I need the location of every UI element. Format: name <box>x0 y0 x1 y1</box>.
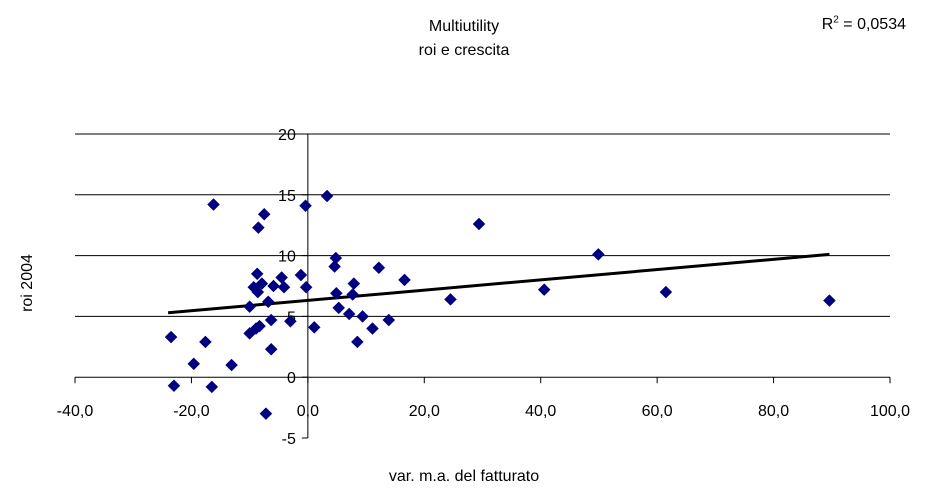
data-point <box>264 342 278 356</box>
x-tick-label: -20,0 <box>173 403 210 420</box>
data-point <box>294 268 308 282</box>
y-tick-label: 10 <box>278 249 296 266</box>
data-point <box>255 277 269 290</box>
x-tick-label: 20,0 <box>409 403 440 420</box>
x-tick-label: 0,0 <box>297 403 319 420</box>
data-point <box>259 407 273 421</box>
data-point <box>329 251 343 265</box>
y-axis-label: roi 2004 <box>19 254 36 312</box>
x-tick-label: 60,0 <box>642 403 673 420</box>
data-point <box>372 261 386 275</box>
data-point <box>253 319 266 333</box>
data-point <box>444 293 457 306</box>
tick-labels: -40,0-20,00,020,040,060,080,0100,0-50510… <box>57 127 910 448</box>
data-point <box>350 335 364 349</box>
data-point <box>187 357 201 371</box>
data-point <box>382 313 396 327</box>
data-point <box>199 335 212 349</box>
data-point <box>225 358 238 372</box>
data-point <box>252 221 265 234</box>
data-point <box>342 307 356 321</box>
data-point <box>250 267 264 281</box>
data-point <box>261 295 275 309</box>
data-point <box>346 288 360 301</box>
data-point <box>205 380 219 394</box>
r-squared-superscript: 2 <box>833 14 839 26</box>
data-point <box>356 310 369 323</box>
data-point <box>207 198 220 211</box>
data-point <box>332 301 346 315</box>
data-point <box>284 314 297 328</box>
x-axis-label: var. m.a. del fatturato <box>388 468 540 485</box>
trendline-group <box>168 252 830 315</box>
x-tick-label: 80,0 <box>758 403 789 420</box>
data-point <box>264 313 278 327</box>
data-point <box>299 199 312 213</box>
y-tick-label: 0 <box>287 370 296 387</box>
chart-subtitle: roi e crescita <box>418 42 510 59</box>
x-tick-label: -40,0 <box>57 403 94 420</box>
data-point <box>320 189 334 203</box>
r-squared-label: R2 = 0,0534 <box>821 14 906 34</box>
data-point <box>591 248 605 261</box>
data-point <box>307 320 321 334</box>
x-tick-label: 40,0 <box>525 403 556 420</box>
data-point <box>659 285 673 299</box>
data-point <box>398 273 411 287</box>
data-point <box>823 294 836 307</box>
data-point <box>251 285 265 299</box>
chart-title: Multiutility <box>428 18 500 35</box>
grid-lines <box>75 133 890 317</box>
y-tick-label: -5 <box>282 431 296 448</box>
trendline <box>168 252 830 315</box>
data-point <box>330 286 343 300</box>
data-point <box>267 279 280 293</box>
data-point <box>257 207 271 221</box>
data-point <box>347 277 361 290</box>
data-point <box>164 330 178 344</box>
data-point <box>299 280 313 294</box>
r-squared-letter: R <box>821 16 834 33</box>
data-points <box>164 189 836 421</box>
y-tick-label: 15 <box>278 188 296 205</box>
data-point <box>328 260 341 273</box>
x-tick-label: 100,0 <box>870 403 910 420</box>
data-point <box>537 283 551 297</box>
data-point <box>366 322 379 335</box>
y-tick-label: 20 <box>278 127 296 144</box>
data-point <box>167 379 181 393</box>
data-point <box>243 300 256 314</box>
data-point <box>472 217 486 231</box>
data-point <box>277 280 291 294</box>
data-point <box>275 271 289 284</box>
r-squared-value: = 0,0534 <box>838 16 906 33</box>
